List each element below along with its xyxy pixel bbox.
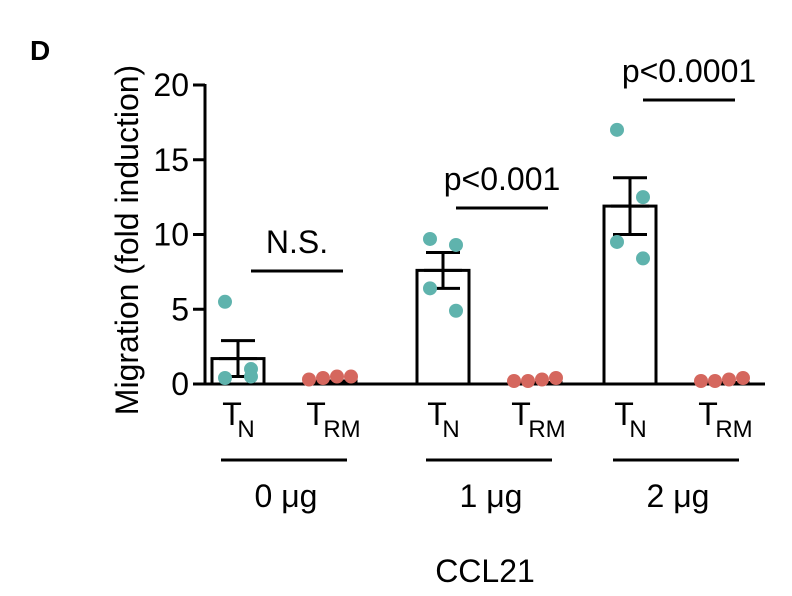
data-point <box>302 372 316 387</box>
data-point <box>507 374 521 388</box>
category-label: T <box>427 396 447 432</box>
significance-label: p<0.001 <box>444 161 561 197</box>
data-point <box>535 372 549 387</box>
category-subscript: RM <box>323 416 360 443</box>
significance-label: p<0.0001 <box>622 53 756 89</box>
category-label: T <box>222 396 242 432</box>
category-label: T <box>614 396 634 432</box>
data-point <box>610 122 624 137</box>
data-point <box>722 372 736 387</box>
data-point <box>636 190 650 205</box>
category-label: T <box>698 396 718 432</box>
data-point <box>449 303 463 318</box>
y-tick-label: 5 <box>171 291 189 327</box>
category-subscript: RM <box>715 416 752 443</box>
y-tick-label: 15 <box>153 142 189 178</box>
y-tick-label: 0 <box>171 366 189 402</box>
data-point <box>549 371 563 386</box>
category-subscript: RM <box>528 416 565 443</box>
data-point <box>244 369 258 384</box>
data-point <box>218 371 232 386</box>
data-point <box>218 294 232 309</box>
data-point <box>423 281 437 296</box>
data-point <box>344 369 358 384</box>
category-subscript: N <box>237 416 254 443</box>
data-point <box>330 369 344 384</box>
data-point <box>423 231 437 246</box>
group-label: 2 μg <box>647 478 710 514</box>
data-point <box>694 374 708 388</box>
y-axis-label: Migration (fold induction) <box>109 65 145 415</box>
category-subscript: N <box>442 416 459 443</box>
y-tick-label: 10 <box>153 217 189 253</box>
y-tick-label: 20 <box>153 67 189 103</box>
panel-label: D <box>30 35 50 66</box>
x-axis-label: CCL21 <box>435 553 535 589</box>
data-point <box>449 237 463 252</box>
data-point <box>316 371 330 386</box>
category-subscript: N <box>629 416 646 443</box>
data-point <box>708 374 722 388</box>
data-point <box>736 371 750 386</box>
group-label: 1 μg <box>460 478 523 514</box>
data-point <box>636 251 650 266</box>
group-label: 0 μg <box>255 478 318 514</box>
data-point <box>610 234 624 249</box>
category-label: T <box>306 396 326 432</box>
category-label: T <box>511 396 531 432</box>
significance-label: N.S. <box>266 224 328 260</box>
data-point <box>521 374 535 388</box>
